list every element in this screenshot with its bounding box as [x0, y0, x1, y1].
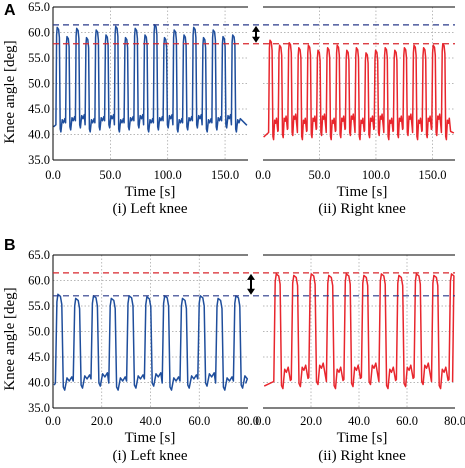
x-tick-label: 80.0	[237, 414, 259, 428]
x-tick-label: 150.0	[211, 168, 239, 182]
y-ticks-a: 35.0 40.0 45.0 50.0 55.0 60.0 65.0	[28, 0, 50, 167]
x-tick-label: 100.0	[362, 168, 390, 182]
x-tick-label: 20.0	[91, 414, 113, 428]
y-tick-label: 50.0	[28, 77, 50, 91]
ylabel-b: Knee angle [deg]	[2, 287, 18, 390]
y-tick-label: 55.0	[28, 51, 50, 65]
y-tick-label: 60.0	[28, 274, 50, 288]
x-tick-label: 40.0	[140, 414, 162, 428]
caption-b-left: (i) Left knee	[113, 448, 188, 464]
panel-label-a: A	[4, 2, 16, 19]
caption-a-right: (ii) Right knee	[318, 201, 406, 217]
plot-b-right-knee: 0.0 20.0 40.0 60.0 80.0	[255, 254, 465, 428]
series-line-right-knee	[263, 39, 455, 141]
reference-lines-b	[53, 272, 455, 297]
x-tick-label: 50.0	[309, 168, 331, 182]
series-line-left-knee	[53, 293, 249, 391]
y-tick-label: 65.0	[28, 0, 50, 14]
y-tick-label: 35.0	[28, 401, 50, 415]
xlabel-b-left: Time [s]	[125, 430, 176, 446]
y-tick-label: 55.0	[28, 299, 50, 313]
series-line-left-knee	[53, 24, 248, 133]
plot-a-left-knee: 0.0 50.0 100.0 150.0	[45, 6, 248, 182]
x-tick-label: 60.0	[396, 414, 418, 428]
plot-a-right-knee: 0.0 50.0 100.0 150.0	[255, 6, 455, 182]
panel-label-b: B	[4, 237, 16, 254]
y-tick-label: 50.0	[28, 325, 50, 339]
y-tick-label: 65.0	[28, 248, 50, 262]
x-tick-label: 0.0	[45, 168, 61, 182]
x-tick-label: 150.0	[418, 168, 446, 182]
series-line-right-knee	[263, 273, 455, 390]
y-tick-label: 60.0	[28, 26, 50, 40]
reference-lines-a	[53, 24, 455, 45]
arrow-head-up	[247, 273, 255, 280]
y-ticks-b: 35.0 40.0 45.0 50.0 55.0 60.0 65.0	[28, 248, 50, 415]
x-tick-label: 100.0	[154, 168, 182, 182]
xlabel-a-right: Time [s]	[337, 184, 388, 200]
x-tick-label: 0.0	[45, 414, 61, 428]
plot-b-left-knee: 0.0 20.0 40.0 60.0 80.0	[45, 254, 259, 428]
y-tick-label: 35.0	[28, 153, 50, 167]
ylabel-a: Knee angle [deg]	[2, 40, 18, 143]
y-tick-label: 40.0	[28, 376, 50, 390]
arrow-head-down	[247, 288, 255, 295]
xlabel-b-right: Time [s]	[337, 430, 388, 446]
x-tick-label: 40.0	[348, 414, 370, 428]
arrow-head-down	[252, 36, 260, 43]
x-tick-label: 50.0	[99, 168, 121, 182]
caption-a-left: (i) Left knee	[113, 201, 188, 217]
arrow-head-up	[252, 25, 260, 32]
y-tick-label: 40.0	[28, 128, 50, 142]
x-tick-label: 0.0	[255, 414, 271, 428]
y-tick-label: 45.0	[28, 350, 50, 364]
y-tick-label: 45.0	[28, 102, 50, 116]
xlabel-a-left: Time [s]	[125, 184, 176, 200]
caption-b-right: (ii) Right knee	[318, 448, 406, 464]
x-tick-label: 60.0	[188, 414, 210, 428]
x-tick-label: 0.0	[255, 168, 271, 182]
x-tick-label: 20.0	[300, 414, 322, 428]
x-tick-label: 80.0	[444, 414, 465, 428]
